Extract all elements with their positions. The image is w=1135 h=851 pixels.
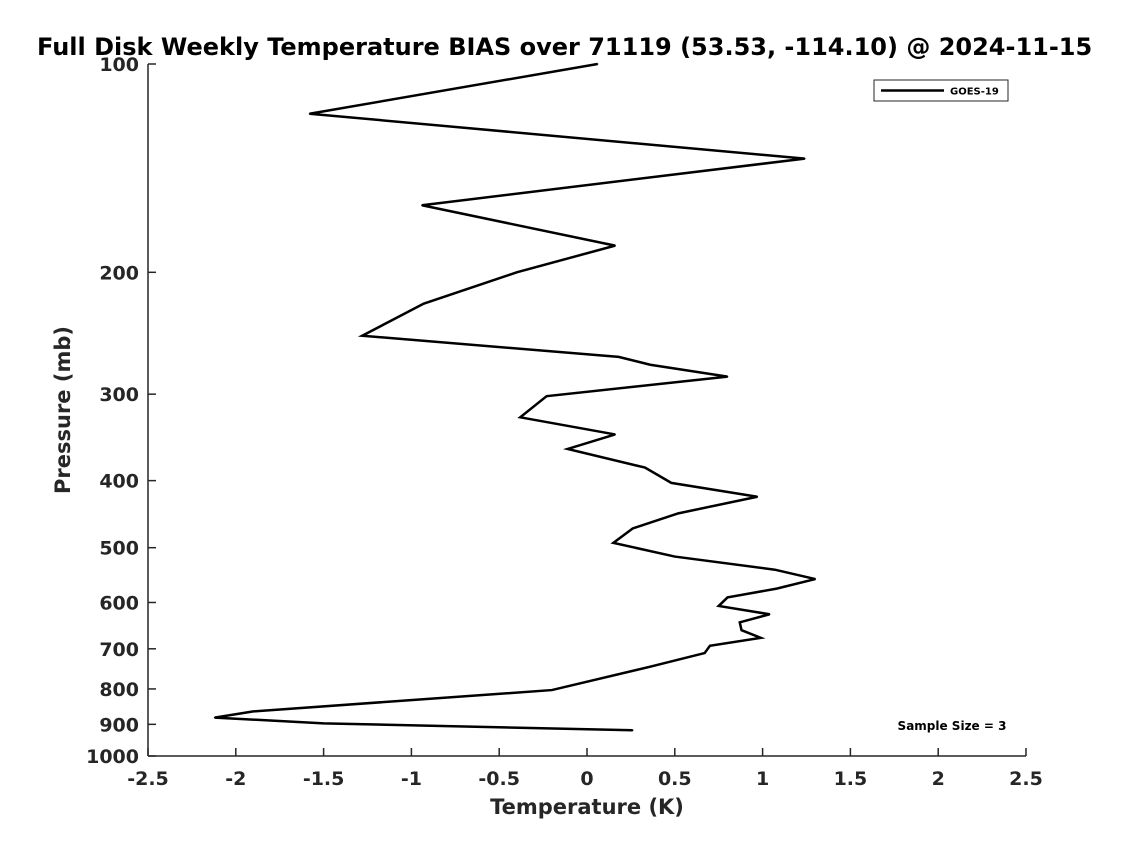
data-point-goes-19 [674,555,676,558]
y-tick-label: 500 [99,538,139,560]
data-point-goes-19 [814,578,817,580]
data-point-goes-19 [361,334,364,337]
data-point-goes-19 [760,637,762,639]
x-tick-label: -1.5 [303,768,345,790]
data-point-goes-19 [421,204,423,207]
x-tick-label: 2.5 [1009,768,1043,790]
y-tick-label: 100 [99,54,139,76]
x-ticks: -2.5 -2 -1.5 -1 -0.5 0 0.5 1 1.5 2 2.5 [127,748,1043,790]
x-tick-label: -0.5 [478,768,520,790]
y-tick-label: 900 [99,714,139,736]
data-point-goes-19 [422,302,425,305]
x-tick-label: 0.5 [658,768,692,790]
y-tick-label: 600 [99,592,139,614]
x-tick-label: 1.5 [834,768,868,790]
x-axis-label: Temperature (K) [490,795,684,819]
data-point-goes-19 [213,716,216,719]
y-tick-label: 400 [99,471,139,493]
x-tick-label: -2.5 [127,768,169,790]
data-point-goes-19 [709,644,711,647]
legend-label-goes-19: GOES-19 [950,87,999,98]
y-tick-label: 800 [99,679,139,701]
data-point-goes-19 [566,448,569,450]
data-point-goes-19 [740,629,743,632]
data-point-goes-19 [631,729,634,732]
data-point-goes-19 [717,605,720,607]
data-point-goes-19 [803,157,806,160]
data-point-goes-19 [596,63,599,65]
data-point-goes-19 [738,621,741,624]
sample-size-annotation: Sample Size = 3 [898,719,1007,733]
data-point-goes-19 [644,466,646,469]
x-tick-label: 0 [580,768,593,790]
data-point-goes-19 [775,587,778,590]
data-point-goes-19 [614,244,616,247]
chart-title: Full Disk Weekly Temperature BIAS over 7… [37,33,1092,61]
y-tick-label: 700 [99,639,139,661]
y-tick-label: 300 [99,384,139,406]
data-point-goes-19 [756,495,759,498]
x-tick-label: 2 [932,768,945,790]
data-point-goes-19 [649,363,652,366]
x-tick-label: 1 [756,768,769,790]
data-point-goes-19 [252,710,255,713]
data-point-goes-19 [614,433,616,436]
data-point-goes-19 [649,665,652,668]
data-point-goes-19 [612,542,615,544]
y-tick-label: 200 [99,262,139,284]
y-ticks: 100 200 300 400 500 600 700 800 900 1000 [86,54,156,768]
data-point-goes-19 [515,271,518,274]
data-point-goes-19 [551,689,553,691]
x-tick-label: -2 [225,768,246,790]
data-point-goes-19 [545,395,548,397]
y-axis-label: Pressure (mb) [51,326,75,494]
y-tick-label: 1000 [86,746,139,768]
data-point-goes-19 [519,416,522,419]
data-point-goes-19 [677,512,680,515]
data-point-goes-19 [617,356,620,358]
x-tick-label: -1 [401,768,422,790]
legend: GOES-19 [873,79,1009,102]
data-point-goes-19 [768,613,771,616]
data-point-goes-19 [670,482,673,484]
data-point-goes-19 [726,375,729,378]
data-point-goes-19 [308,112,311,115]
data-point-goes-19 [774,568,776,571]
data-point-goes-19 [703,652,706,654]
series-group [213,62,817,732]
data-point-goes-19 [726,596,729,599]
data-point-goes-19 [631,527,634,530]
data-point-goes-19 [322,722,325,725]
